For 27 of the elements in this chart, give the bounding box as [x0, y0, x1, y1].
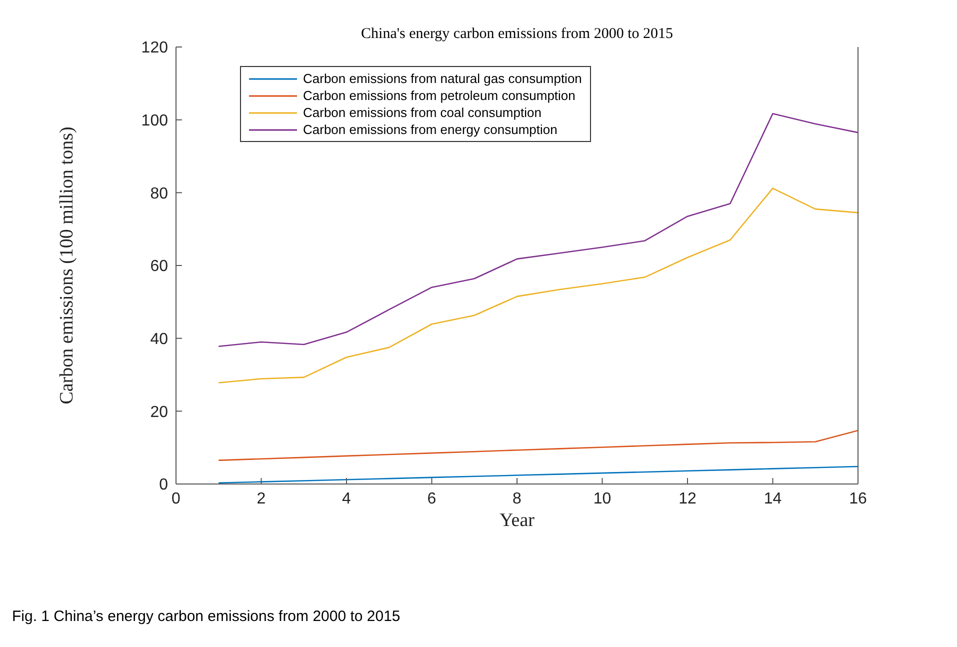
x-tick-label: 4: [342, 490, 352, 508]
y-tick-label: 100: [141, 112, 168, 130]
x-tick-label: 8: [512, 490, 522, 508]
x-tick-label: 6: [427, 490, 436, 508]
x-tick-label: 16: [849, 490, 867, 508]
line-series: [218, 188, 858, 384]
y-tick-label: 20: [150, 404, 168, 421]
y-tick-label: 60: [150, 258, 168, 276]
y-tick-label: 80: [150, 185, 168, 202]
caption: Fig. 1 China’s energy carbon emissions from 2000 to 2015: [12, 608, 400, 625]
y-axis-title: Carbon emissions (100 million tons): [56, 126, 78, 404]
x-tick-label: 2: [256, 490, 266, 508]
legend-label: Carbon emissions from coal consumption: [303, 105, 542, 120]
legend-label: Carbon emissions from energy consumption: [303, 122, 558, 137]
y-tick-label: 120: [141, 40, 168, 57]
x-tick-label: 0: [172, 490, 181, 508]
line-series: [218, 430, 858, 461]
legend-label: Carbon emissions from petroleum consumption: [303, 88, 576, 103]
y-tick-label: 40: [150, 331, 168, 348]
line-series: [218, 466, 858, 484]
x-axis-title: Year: [499, 510, 536, 531]
legend-label: Carbon emissions from natural gas consumption: [303, 71, 582, 86]
chart-title: China's energy carbon emissions from 2000 to 2015: [360, 26, 674, 43]
x-tick-label: 10: [593, 490, 612, 508]
x-tick-label: 14: [764, 490, 782, 508]
x-tick-label: 12: [678, 490, 696, 508]
y-tick-label: 0: [159, 476, 168, 494]
